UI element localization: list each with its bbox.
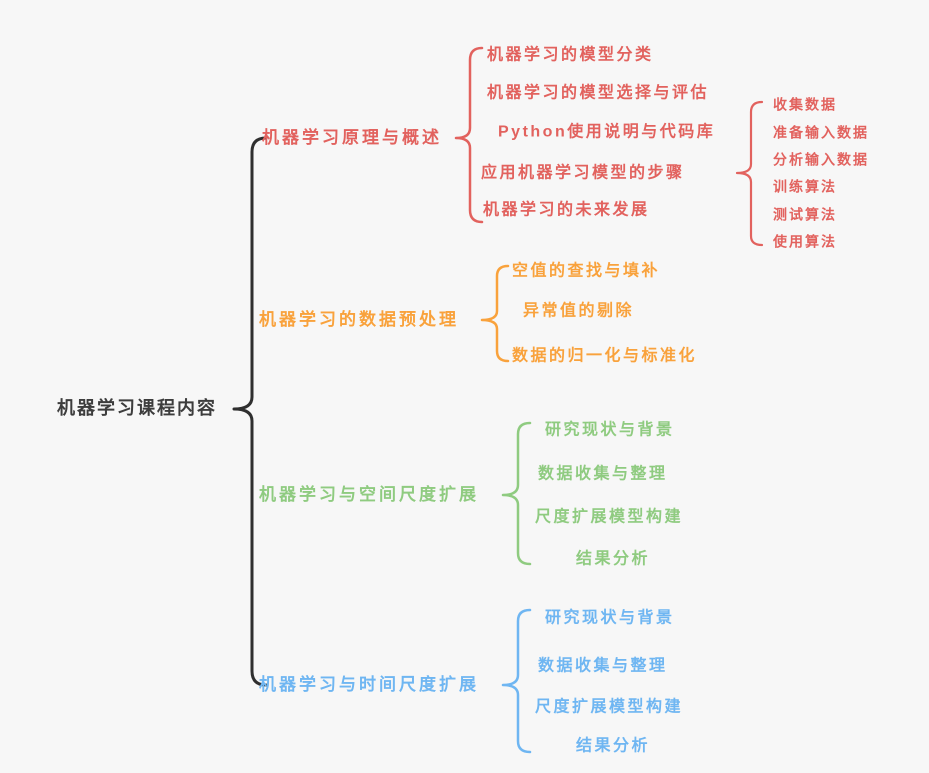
sub-subtopic[interactable]: 分析输入数据 xyxy=(773,151,869,168)
temporal-branch-brace xyxy=(501,608,532,754)
subtopic[interactable]: 结果分析 xyxy=(576,550,651,568)
branch-topic-temporal-scale[interactable]: 机器学习与时间尺度扩展 xyxy=(259,674,479,694)
subtopic[interactable]: 机器学习的模型分类 xyxy=(487,46,654,64)
sub-subtopic[interactable]: 训练算法 xyxy=(773,178,837,195)
steps-subtopic-brace xyxy=(735,100,764,247)
subtopic-steps[interactable]: 应用机器学习模型的步骤 xyxy=(481,164,685,182)
subtopic[interactable]: 结果分析 xyxy=(576,737,651,755)
subtopic[interactable]: 数据收集与整理 xyxy=(538,465,668,483)
subtopic[interactable]: 数据的归一化与标准化 xyxy=(512,347,698,365)
subtopic[interactable]: Python使用说明与代码库 xyxy=(498,123,716,141)
branch-topic-preprocessing[interactable]: 机器学习的数据预处理 xyxy=(259,309,459,329)
sub-subtopic[interactable]: 收集数据 xyxy=(773,96,837,113)
subtopic[interactable]: 尺度扩展模型构建 xyxy=(535,698,684,716)
branch-topic-spatial-scale[interactable]: 机器学习与空间尺度扩展 xyxy=(259,484,479,504)
subtopic[interactable]: 尺度扩展模型构建 xyxy=(535,508,684,526)
subtopic[interactable]: 空值的查找与填补 xyxy=(512,262,661,280)
subtopic[interactable]: 机器学习的模型选择与评估 xyxy=(487,84,710,102)
root-brace-connector xyxy=(232,136,268,687)
subtopic[interactable]: 数据收集与整理 xyxy=(538,657,668,675)
preprocessing-branch-brace xyxy=(480,264,510,363)
root-topic[interactable]: 机器学习课程内容 xyxy=(57,398,217,419)
sub-subtopic[interactable]: 准备输入数据 xyxy=(773,124,869,141)
branch-topic-principles[interactable]: 机器学习原理与概述 xyxy=(262,127,442,147)
subtopic[interactable]: 异常值的剔除 xyxy=(523,302,635,320)
principles-branch-brace xyxy=(454,46,484,224)
subtopic[interactable]: 机器学习的未来发展 xyxy=(483,201,650,219)
subtopic[interactable]: 研究现状与背景 xyxy=(545,421,675,439)
sub-subtopic[interactable]: 使用算法 xyxy=(773,233,837,250)
sub-subtopic[interactable]: 测试算法 xyxy=(773,206,837,223)
spatial-branch-brace xyxy=(501,421,532,566)
subtopic[interactable]: 研究现状与背景 xyxy=(545,609,675,627)
